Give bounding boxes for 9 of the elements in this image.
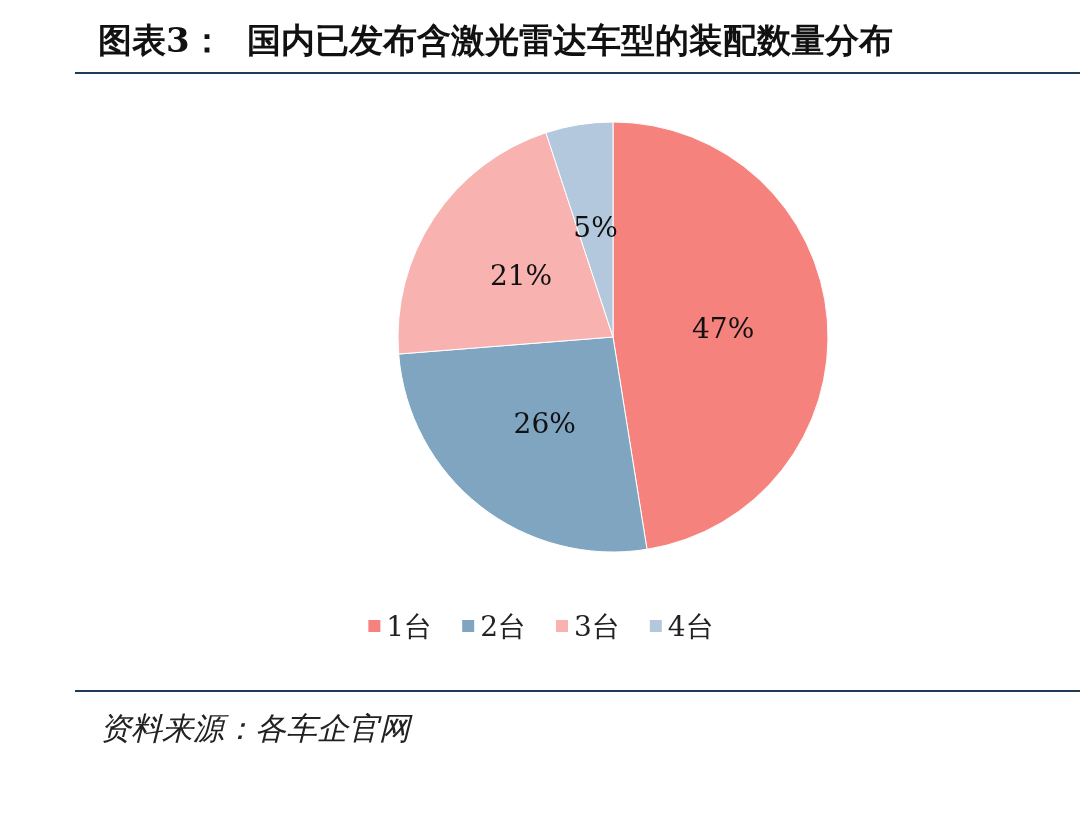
legend-label: 1台 bbox=[386, 609, 433, 643]
legend-label: 4台 bbox=[667, 609, 714, 643]
legend-label: 3台 bbox=[574, 609, 620, 643]
data-label: 47% bbox=[692, 311, 755, 345]
data-label: 21% bbox=[489, 259, 553, 293]
legend-label: 2台 bbox=[480, 609, 527, 643]
data-label: 26% bbox=[513, 407, 576, 441]
data-label: 5% bbox=[573, 211, 618, 245]
chart-title: 图表3： 国内已发布含激光雷达车型的装配数量分布 bbox=[98, 19, 894, 62]
